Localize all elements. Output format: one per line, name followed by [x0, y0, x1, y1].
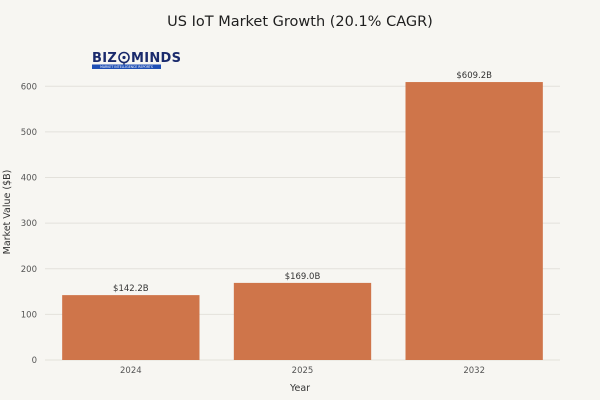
x-axis-ticks: 2024 2025 2032	[120, 366, 485, 376]
logo-text-right: MINDS	[131, 51, 181, 66]
x-axis-label: Year	[289, 383, 310, 394]
x-tick-label-2032: 2032	[463, 366, 485, 376]
y-tick-label: 400	[21, 174, 37, 184]
x-tick-label-2024: 2024	[120, 366, 142, 376]
y-tick-label: 300	[21, 219, 37, 229]
y-axis-ticks: 0 100 200 300 400 500 600	[21, 82, 37, 366]
y-tick-label: 600	[21, 82, 37, 92]
y-tick-label: 200	[21, 265, 37, 275]
y-tick-label: 100	[21, 310, 37, 320]
lightbulb-icon	[118, 51, 130, 65]
chart-title: US IoT Market Growth (20.1% CAGR)	[167, 14, 433, 30]
bar-2024	[62, 295, 200, 360]
bar-2032	[405, 82, 543, 361]
logo-tagline: MARKET INTELLIGENCE REPORTS	[100, 65, 153, 69]
y-tick-label: 500	[21, 128, 37, 138]
x-tick-label-2025: 2025	[292, 366, 314, 376]
bar-2025	[233, 282, 372, 360]
data-label-2024: $142.2B	[113, 284, 149, 294]
logo-band	[92, 64, 161, 69]
logo-text-left: BIZ	[92, 51, 117, 66]
data-label-2025: $169.0B	[285, 272, 321, 282]
data-label-2032: $609.2B	[456, 71, 492, 81]
y-axis-label: Market Value ($B)	[2, 170, 13, 255]
y-tick-label: 0	[32, 356, 37, 366]
bars: $142.2B $169.0B $609.2B	[62, 71, 543, 361]
bizminds-logo: BIZ MINDS MARKET INTELLIGENCE REPORTS	[92, 51, 181, 69]
